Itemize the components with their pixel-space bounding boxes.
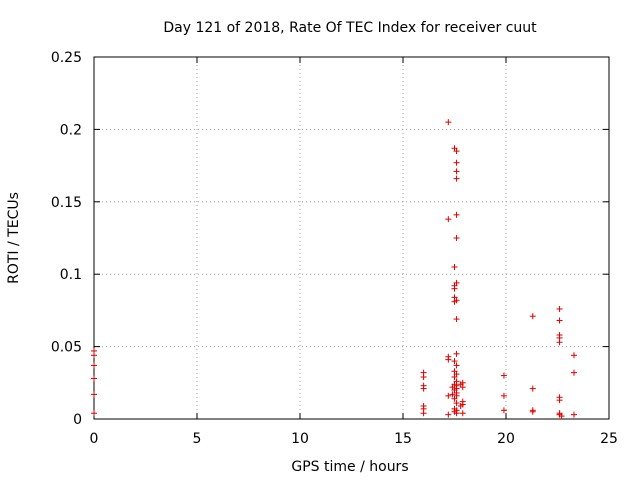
- data-point-marker: [558, 413, 565, 420]
- y-tick-label: 0.15: [51, 195, 82, 211]
- x-tick-labels: 0 5 10 15 20 25: [90, 431, 618, 447]
- x-tick-label: 0: [90, 431, 99, 447]
- data-point-marker: [453, 350, 460, 357]
- data-point-marker: [451, 374, 458, 381]
- data-point-marker: [500, 407, 507, 414]
- plot-frame: [93, 56, 610, 420]
- data-point-marker: [451, 285, 458, 292]
- data-point-marker: [453, 410, 460, 417]
- data-point-marker: [420, 374, 427, 381]
- data-point-marker: [500, 372, 507, 379]
- data-point-marker: [91, 375, 97, 382]
- data-point-marker: [500, 392, 507, 399]
- data-point-marker: [459, 410, 466, 417]
- x-tick-label: 5: [193, 431, 202, 447]
- data-point-marker: [453, 211, 460, 218]
- y-tick-label: 0: [73, 412, 82, 428]
- data-point-marker: [453, 175, 460, 182]
- data-point-marker: [570, 369, 577, 376]
- data-point-marker: [445, 411, 452, 418]
- data-point-marker: [91, 391, 97, 398]
- data-point-marker: [445, 216, 452, 223]
- x-tick-label: 15: [394, 431, 412, 447]
- chart-title: Day 121 of 2018, Rate Of TEC Index for r…: [163, 20, 537, 36]
- data-point-marker: [451, 358, 458, 365]
- data-point-marker: [453, 316, 460, 323]
- data-point-marker: [451, 263, 458, 270]
- grid-lines: [94, 57, 609, 419]
- data-point-marker: [529, 313, 536, 320]
- data-point-marker: [453, 362, 460, 369]
- data-point-marker: [445, 356, 452, 363]
- x-axis-title: GPS time / hours: [291, 459, 408, 475]
- data-point-marker: [457, 402, 464, 409]
- y-tick-label: 0.25: [51, 50, 82, 66]
- data-point-marker: [529, 385, 536, 392]
- y-tick-labels: 0 0.05 0.1 0.15 0.2 0.25: [51, 50, 82, 428]
- data-point-marker: [91, 352, 97, 359]
- data-point-marker: [451, 395, 458, 402]
- data-point-marker: [420, 385, 427, 392]
- data-point-marker: [91, 410, 97, 417]
- data-point-marker: [449, 391, 456, 398]
- data-point-marker: [453, 159, 460, 166]
- data-point-marker: [556, 305, 563, 312]
- data-point-marker: [451, 298, 458, 305]
- x-tick-label: 10: [291, 431, 309, 447]
- data-point-marker: [453, 235, 460, 241]
- data-point-marker: [453, 148, 460, 155]
- data-point-marker: [445, 392, 452, 399]
- y-tick-label: 0.05: [51, 340, 82, 356]
- data-point-marker: [556, 317, 563, 324]
- data-point-marker: [420, 410, 427, 417]
- axis-ticks: [93, 56, 610, 420]
- data-point-marker: [445, 119, 452, 126]
- data-point-marker: [459, 379, 466, 386]
- data-point-marker: [556, 397, 563, 404]
- y-tick-label: 0.2: [60, 122, 82, 138]
- data-point-marker: [556, 339, 563, 346]
- data-point-marker: [453, 168, 460, 175]
- data-point-marker: [91, 362, 97, 369]
- data-point-marker: [453, 400, 460, 407]
- x-tick-label: 20: [497, 431, 515, 447]
- data-points: [91, 119, 577, 420]
- data-point-marker: [570, 352, 577, 359]
- y-tick-label: 0.1: [60, 267, 82, 283]
- x-tick-label: 25: [600, 431, 618, 447]
- data-point-marker: [570, 411, 577, 418]
- y-axis-title: ROTI / TECUs: [6, 192, 22, 284]
- data-point-marker: [529, 408, 536, 415]
